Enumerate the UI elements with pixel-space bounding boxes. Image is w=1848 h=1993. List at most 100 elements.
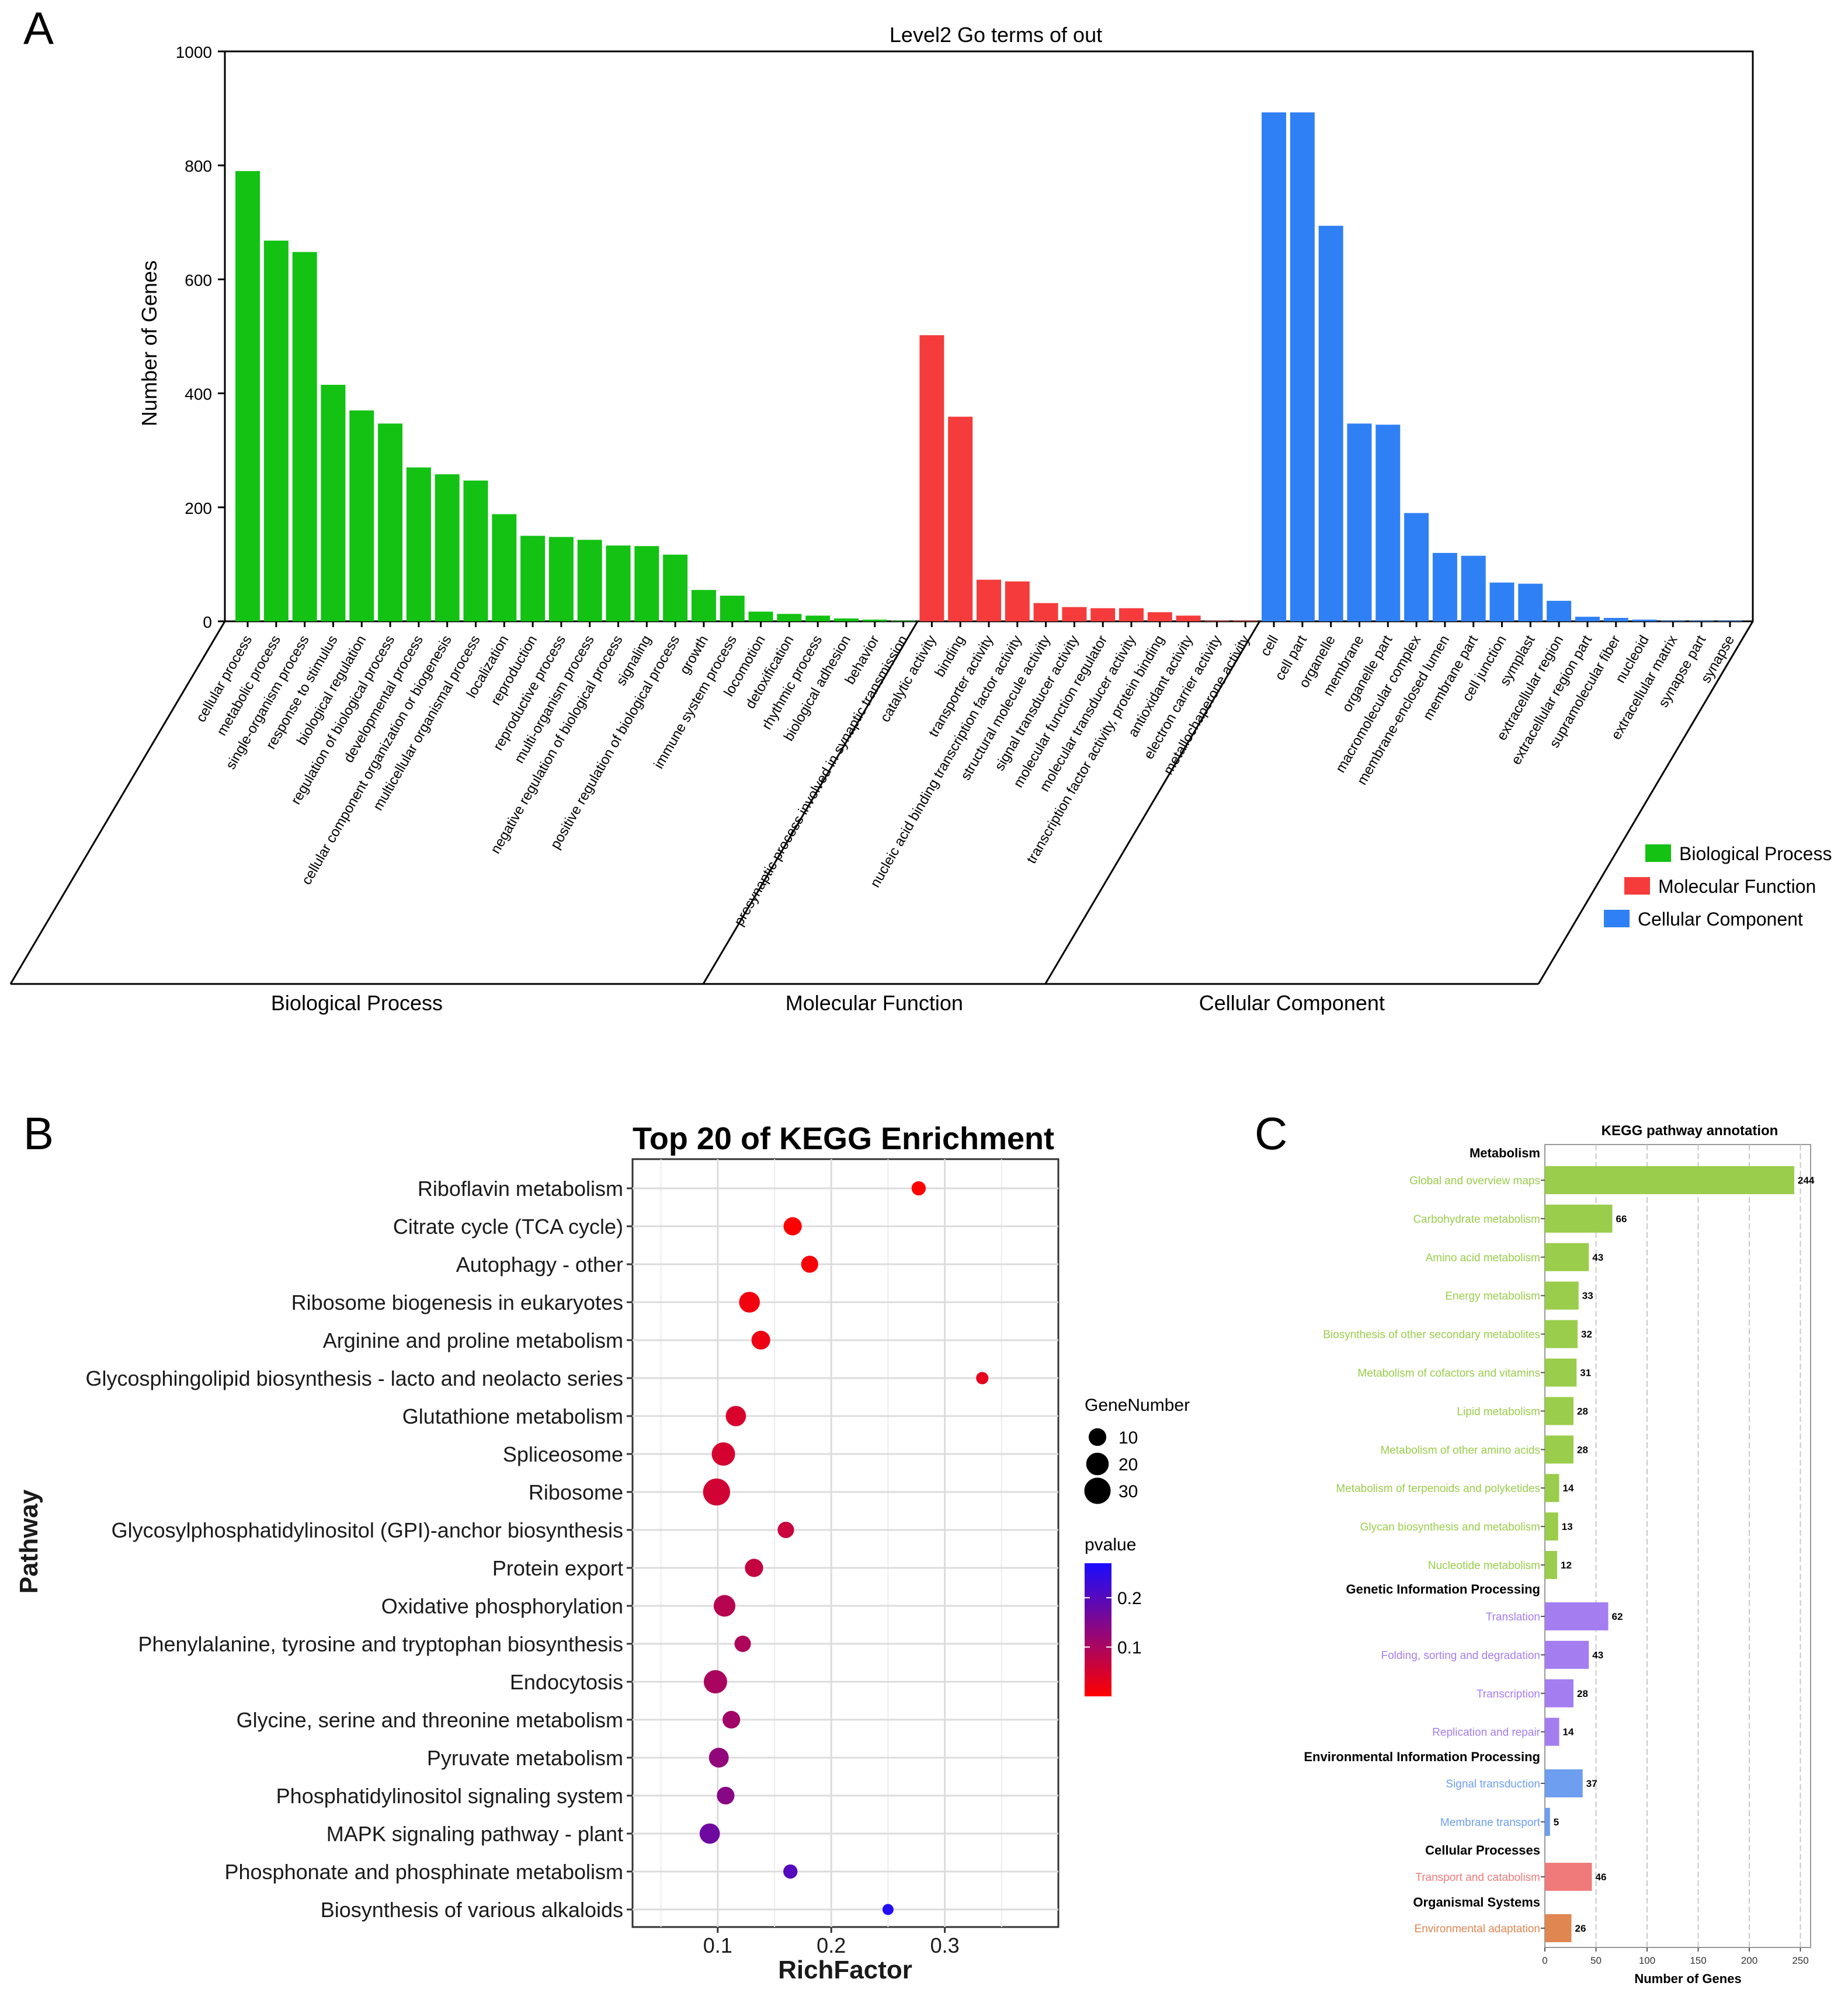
kegg-annotation-value-label: 14 [1563,1483,1574,1494]
kegg-enrichment-point [713,1595,736,1617]
kegg-enrichment-point [976,1372,989,1385]
panel-letter-a: A [23,2,54,54]
go-bar [862,620,887,621]
go-bar [235,171,260,622]
kegg-annotation-bar [1545,1602,1609,1630]
kegg-annotation-item-label: Folding, sorting and degradation [1381,1650,1540,1662]
kegg-annotation-title: KEGG pathway annotation [1602,1123,1778,1139]
go-bar [492,514,517,621]
go-bar [1119,608,1144,621]
kegg-annotation-bar [1545,1512,1558,1541]
kegg-enrichment-grid [633,1159,1058,1927]
go-bar [349,410,374,621]
kegg-enrichment-point [882,1904,894,1915]
kegg-enrichment-color-tick-label: 0.1 [1117,1639,1142,1658]
kegg-enrichment-pathway-label: Spliceosome [503,1442,623,1466]
go-bar [805,615,831,621]
kegg-annotation-item-label: Translation [1486,1611,1540,1623]
kegg-annotation-item-label: Metabolism of terpenoids and polyketides [1336,1483,1540,1495]
go-bar [606,545,631,621]
kegg-enrichment-pathway-label: Phosphonate and phosphinate metabolism [225,1860,624,1884]
go-bar [748,611,773,621]
kegg-annotation-bar [1545,1679,1573,1707]
kegg-annotation-bar [1545,1717,1559,1746]
kegg-enrichment-x-tick-label: 0.3 [930,1933,960,1957]
go-bar [435,474,460,621]
kegg-annotation-value-label: 43 [1592,1252,1603,1263]
kegg-enrichment-y-axis-label: Pathway [15,1489,43,1594]
kegg-enrichment-pathway-label: Glycine, serine and threonine metabolism [237,1708,623,1732]
kegg-enrichment-points [699,1181,989,1915]
kegg-annotation-value-label: 13 [1562,1521,1573,1532]
kegg-enrichment-point [751,1330,770,1350]
kegg-annotation-bars: Metabolism Global and overview maps 244 Car… [1304,1146,1815,1942]
kegg-annotation-value-label: 28 [1577,1406,1588,1417]
go-bar-chart: Level2 Go terms of out Number of Genes 0… [9,23,1832,1015]
go-bar [948,416,973,621]
kegg-annotation-bar [1545,1474,1559,1502]
kegg-annotation-item-label: Transport and catabolism [1415,1872,1540,1884]
kegg-annotation-category-header: Organismal Systems [1413,1895,1540,1909]
kegg-annotation-value-label: 32 [1581,1329,1592,1340]
kegg-enrichment-size-legend-dot [1086,1452,1109,1476]
kegg-annotation-category-header: Environmental Information Processing [1304,1749,1540,1764]
kegg-annotation-bar [1545,1435,1573,1464]
kegg-annotation-x-tick-label: 50 [1590,1955,1602,1966]
go-bar [1632,620,1657,621]
kegg-annotation-category-header: Genetic Information Processing [1346,1582,1540,1597]
go-y-tick-label: 800 [185,157,212,175]
go-bar [1432,552,1457,621]
kegg-enrichment-pathway-label: Oxidative phosphorylation [381,1594,623,1618]
go-bar [634,546,659,621]
go-legend-label: Cellular Component [1638,909,1803,930]
kegg-annotation-category-header: Metabolism [1470,1146,1540,1160]
kegg-annotation-value-label: 244 [1798,1175,1815,1186]
go-bar [833,618,859,621]
kegg-annotation-bar [1545,1863,1592,1891]
go-bar [321,384,346,621]
go-bar [577,540,602,621]
kegg-enrichment-pathway-label: Biosynthesis of various alkaloids [321,1898,623,1922]
kegg-enrichment-x-tick-label: 0.2 [817,1933,846,1957]
kegg-annotation-value-label: 31 [1580,1368,1591,1379]
kegg-annotation-value-label: 14 [1563,1727,1574,1738]
go-bars [235,112,1742,627]
kegg-enrichment-legend: GeneNumber 10 20 30 pvalue 0.1 0.2 [1084,1396,1190,1696]
go-bar [1347,423,1372,621]
kegg-annotation-grid [1544,1144,1811,1948]
kegg-enrichment-color-tick-label: 0.2 [1117,1589,1142,1608]
go-bar [1290,112,1315,621]
go-y-axis-label: Number of Genes [137,260,161,426]
kegg-enrichment-pathway-label: Ribosome biogenesis in eukaryotes [291,1291,623,1314]
kegg-annotation-bar [1545,1243,1589,1271]
kegg-annotation-bar [1545,1397,1573,1425]
go-bar [1575,617,1600,621]
kegg-annotation-category-header: Cellular Processes [1425,1843,1540,1858]
kegg-annotation-value-label: 5 [1554,1817,1559,1828]
kegg-enrichment-color-bar [1085,1563,1111,1696]
go-y-tick-label: 400 [185,385,212,404]
kegg-enrichment-pathway-label: Citrate cycle (TCA cycle) [393,1215,623,1239]
kegg-annotation-bar [1545,1204,1613,1233]
go-bar [463,480,488,621]
kegg-enrichment-point [725,1406,746,1427]
kegg-annotation-bar [1545,1807,1550,1836]
go-bar [1404,513,1429,621]
kegg-enrichment-pathway-label: Glycosylphosphatidylinositol (GPI)-ancho… [112,1518,623,1542]
go-bar [1033,603,1058,621]
go-group-divider [1537,621,1754,985]
kegg-enrichment-pathway-label: Endocytosis [510,1670,623,1694]
go-bar [1262,112,1287,621]
kegg-enrichment-size-legend-label: 10 [1118,1428,1138,1448]
kegg-enrichment-x-axis-label: RichFactor [778,1956,912,1984]
go-bar [1489,582,1514,621]
kegg-enrichment-point [911,1181,926,1196]
kegg-enrichment-size-legend-dot [1084,1477,1111,1504]
kegg-annotation-item-label: Nucleotide metabolism [1428,1560,1540,1572]
kegg-annotation-item-label: Biosynthesis of other secondary metaboli… [1323,1329,1540,1341]
go-bar [1005,581,1030,621]
kegg-annotation-x-axis: 0 50 100 150 200 250 [1542,1947,1809,1966]
kegg-enrichment-pathway-label: Protein export [492,1556,623,1580]
